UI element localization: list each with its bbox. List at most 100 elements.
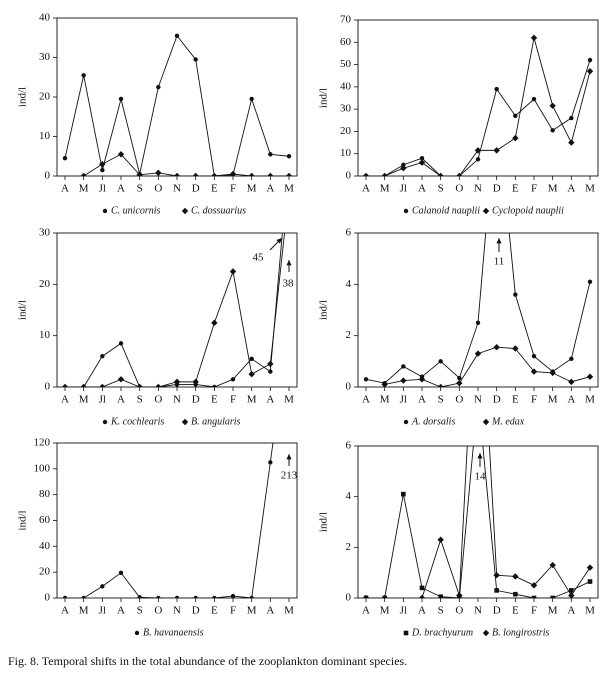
caption: Fig. 8. Temporal shifts in the total abu… [8, 654, 407, 668]
x-tick-label: A [61, 394, 69, 406]
marker [530, 34, 538, 42]
x-tick-label: A [418, 394, 426, 406]
marker [248, 370, 255, 378]
marker [438, 359, 443, 364]
y-tick-label: 2 [346, 329, 352, 341]
marker [137, 595, 142, 598]
marker [586, 373, 594, 380]
marker [512, 345, 519, 352]
marker [418, 376, 426, 383]
y-axis-label: ind/l [17, 300, 29, 320]
marker [100, 584, 105, 589]
marker [494, 102, 498, 106]
marker [474, 350, 482, 357]
x-tick-label: M [79, 183, 89, 195]
marker [100, 167, 105, 173]
x-tick-label: E [512, 605, 519, 617]
x-tick-label: E [211, 183, 218, 195]
marker [249, 356, 254, 361]
arrow-head [286, 454, 292, 460]
marker [437, 536, 444, 543]
marker [403, 630, 409, 636]
marker [118, 570, 124, 576]
y-tick-label: 50 [340, 58, 352, 70]
y-tick-label: 40 [39, 12, 51, 24]
marker [456, 172, 463, 176]
marker [136, 171, 143, 176]
y-tick-label: 100 [34, 462, 51, 474]
x-tick-label: M [380, 183, 390, 195]
plot-frame [56, 442, 298, 599]
x-tick-label: F [230, 394, 236, 406]
x-tick-label: M [284, 183, 294, 195]
marker [80, 172, 87, 176]
marker [418, 159, 426, 166]
x-tick-label: E [211, 394, 218, 406]
y-tick-label: 6 [346, 227, 352, 239]
marker [193, 595, 198, 598]
plot-area [62, 443, 274, 598]
marker [134, 630, 140, 636]
y-tick-label: 20 [39, 566, 51, 578]
marker [230, 377, 236, 382]
x-tick-label: S [137, 605, 143, 617]
x-tick-label: E [211, 605, 218, 617]
arrow-head [276, 238, 282, 244]
y-tick-label: 60 [340, 36, 352, 48]
x-tick-label: S [438, 605, 444, 617]
marker [249, 96, 254, 102]
marker [401, 162, 406, 168]
marker [568, 139, 575, 146]
marker [81, 595, 86, 598]
series-line [384, 346, 591, 387]
marker [156, 595, 161, 598]
x-tick-label: D [192, 183, 200, 195]
annotation: 14 [475, 471, 487, 483]
marker [80, 383, 87, 387]
plot-frame [357, 232, 599, 388]
marker [456, 592, 463, 598]
x-tick-label: S [438, 183, 444, 195]
marker [586, 68, 594, 75]
x-tick-label: O [154, 183, 162, 195]
x-tick-label: O [455, 183, 463, 195]
marker [400, 165, 407, 172]
y-tick-label: 4 [346, 490, 352, 502]
x-tick-label: E [512, 183, 519, 195]
marker [530, 582, 538, 589]
marker [401, 491, 406, 497]
marker [267, 172, 274, 176]
series-line [83, 153, 289, 176]
x-tick-label: N [474, 183, 482, 195]
marker [418, 594, 426, 598]
y-tick-label: 0 [346, 592, 352, 604]
x-tick-label: Jl [400, 183, 407, 195]
legend-label: D. brachyurum [411, 627, 473, 638]
x-tick-label: A [61, 183, 69, 195]
y-tick-label: 20 [39, 278, 51, 290]
marker [550, 128, 555, 133]
marker [381, 172, 388, 176]
x-tick-label: M [585, 605, 595, 617]
marker [62, 595, 68, 598]
x-tick-label: A [362, 605, 370, 617]
x-tick-label: A [117, 183, 125, 195]
y-tick-label: 0 [45, 381, 51, 393]
legend-label: Calanoid nauplii [412, 205, 480, 216]
plot-area [62, 33, 293, 176]
x-tick-label: D [493, 394, 501, 406]
marker [400, 377, 407, 384]
marker [587, 279, 593, 284]
marker [568, 378, 575, 386]
legend-label: B. havanaensis [143, 627, 204, 638]
x-tick-label: M [548, 394, 558, 406]
marker [174, 595, 180, 598]
marker [229, 268, 237, 275]
x-tick-label: M [284, 394, 294, 406]
y-tick-label: 40 [39, 540, 51, 552]
marker [102, 208, 108, 214]
y-axis-label: ind/l [17, 510, 29, 530]
x-tick-label: Jl [99, 183, 106, 195]
x-tick-label: O [154, 394, 162, 406]
legend-label: C. dossuarius [191, 205, 246, 216]
